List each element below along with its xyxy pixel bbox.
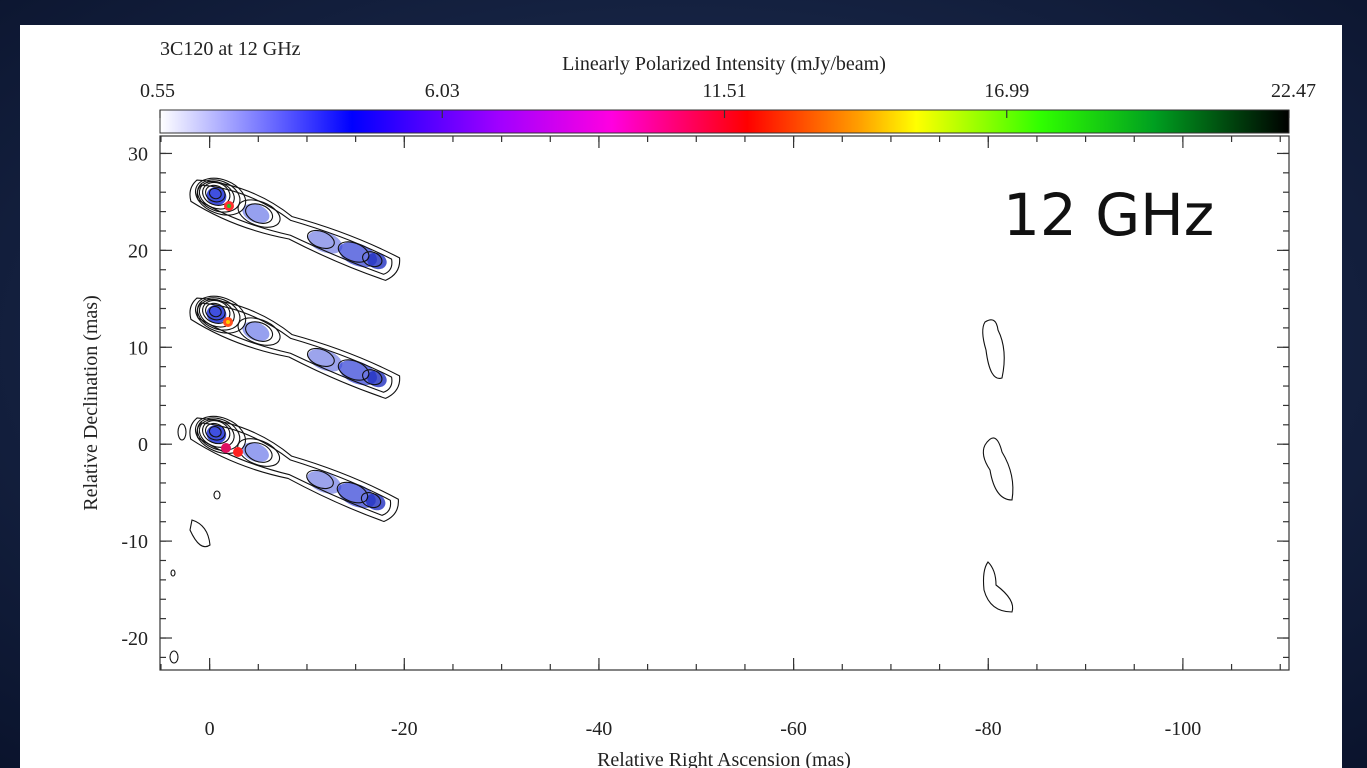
- colorbar-label: Linearly Polarized Intensity (mJy/beam): [562, 53, 886, 75]
- y-tick-label: -10: [121, 531, 148, 553]
- y-axis-label: Relative Declination (mas): [80, 295, 102, 510]
- far-features: [169, 319, 1014, 664]
- colorbar-tick-label: 6.03: [425, 80, 460, 102]
- colorbar-tick-label: 22.47: [1271, 80, 1316, 102]
- y-tick-label: 0: [138, 434, 148, 456]
- jets: [184, 169, 407, 526]
- y-tick-label: 10: [128, 337, 148, 359]
- x-tick-label: -40: [586, 718, 613, 740]
- colorbar-tick-label: 11.51: [702, 80, 746, 102]
- x-tick-label: 0: [205, 718, 215, 740]
- chart-title: 3C120 at 12 GHz: [160, 38, 301, 60]
- y-tick-label: 30: [128, 143, 148, 165]
- y-tick-label: 20: [128, 240, 148, 262]
- plot-frame: [159, 135, 1290, 671]
- annotation: 12 GHz: [1003, 181, 1214, 249]
- x-axis-label: Relative Right Ascension (mas): [597, 749, 851, 768]
- x-tick-label: -60: [780, 718, 807, 740]
- panel: [20, 25, 1342, 768]
- y-tick-label: -20: [121, 628, 148, 650]
- x-tick-label: -20: [391, 718, 418, 740]
- colorbar-tick-label: 0.55: [140, 80, 175, 102]
- x-tick-label: -80: [975, 718, 1002, 740]
- x-tick-label: -100: [1165, 718, 1202, 740]
- colorbar-tick-label: 16.99: [984, 80, 1029, 102]
